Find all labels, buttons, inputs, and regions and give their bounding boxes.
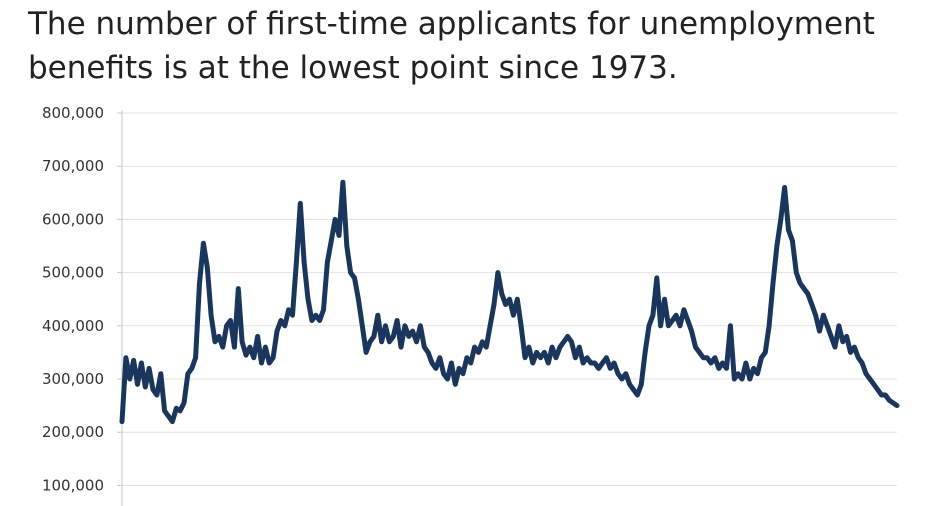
y-tick-label: 300,000	[42, 370, 104, 388]
y-tick-label: 600,000	[42, 210, 104, 228]
chart-title: The number of first-time applicants for …	[28, 6, 875, 86]
grid-lines	[122, 112, 897, 486]
series-line	[119, 179, 900, 425]
y-tick-label: 700,000	[42, 157, 104, 175]
y-tick-label: 500,000	[42, 264, 104, 282]
y-tick-label: 100,000	[42, 476, 104, 494]
y-axis: 800,000 700,000 600,000 500,000 400,000 300,0…	[42, 104, 122, 494]
y-tick-label: 200,000	[42, 423, 104, 441]
y-tick-label: 400,000	[42, 317, 104, 335]
y-tick-label: 800,000	[42, 104, 104, 122]
